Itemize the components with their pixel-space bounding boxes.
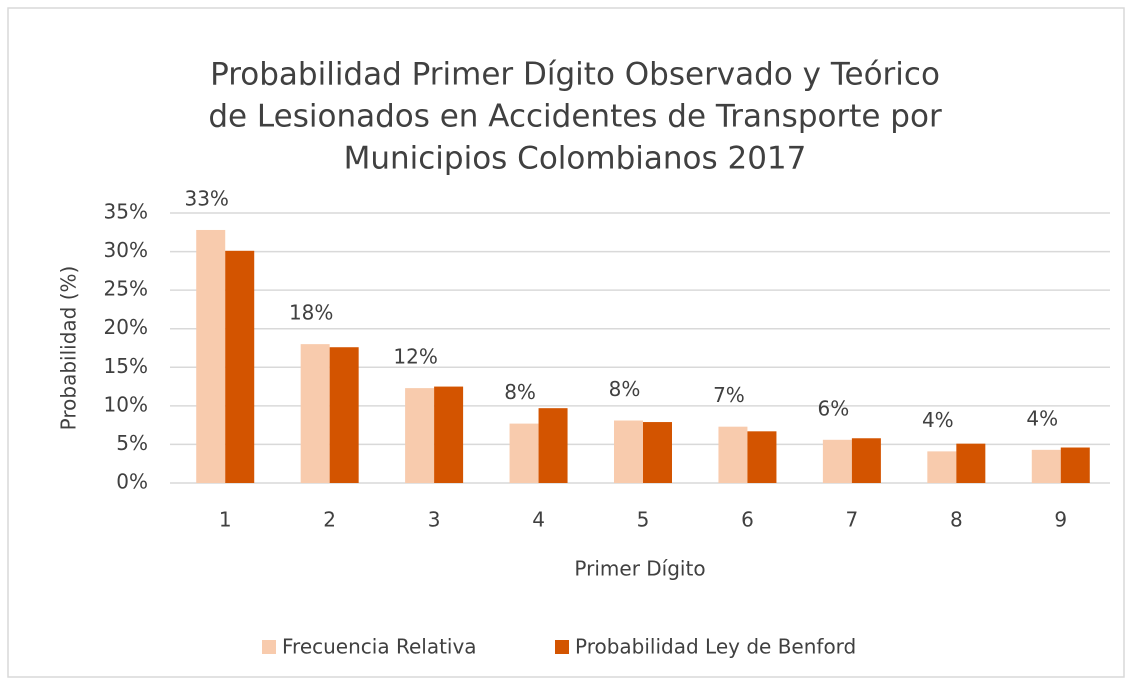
bar bbox=[614, 420, 643, 483]
x-axis-label: Primer Dígito bbox=[574, 557, 705, 581]
bar bbox=[747, 431, 777, 483]
bar bbox=[300, 344, 330, 483]
x-tick-label: 8 bbox=[950, 508, 963, 532]
bar bbox=[1060, 447, 1090, 483]
legend-label: Probabilidad Ley de Benford bbox=[575, 635, 856, 659]
y-tick-label: 20% bbox=[104, 315, 148, 339]
x-tick-label: 3 bbox=[428, 508, 441, 532]
bar bbox=[851, 438, 881, 483]
y-tick-label: 15% bbox=[104, 354, 148, 378]
x-tick-label: 6 bbox=[741, 508, 754, 532]
data-label: 4% bbox=[1026, 406, 1058, 430]
y-tick-label: 5% bbox=[116, 431, 148, 455]
legend-swatch bbox=[262, 640, 276, 654]
bar bbox=[956, 443, 986, 483]
x-tick-label: 4 bbox=[532, 508, 545, 532]
bar bbox=[196, 229, 226, 483]
bar bbox=[822, 439, 852, 483]
bar bbox=[718, 426, 748, 483]
bar bbox=[405, 388, 435, 483]
data-label: 7% bbox=[713, 383, 745, 407]
data-label: 12% bbox=[393, 345, 437, 369]
bar bbox=[225, 250, 255, 483]
bar bbox=[927, 451, 957, 483]
data-label: 8% bbox=[504, 380, 536, 404]
y-tick-label: 0% bbox=[116, 470, 148, 494]
bar bbox=[1031, 449, 1061, 483]
bar bbox=[509, 423, 539, 483]
data-label: 4% bbox=[922, 408, 954, 432]
legend-swatch bbox=[555, 640, 569, 654]
data-label: 6% bbox=[818, 396, 850, 420]
x-tick-label: 1 bbox=[219, 508, 232, 532]
x-tick-label: 7 bbox=[846, 508, 859, 532]
y-tick-label: 25% bbox=[104, 277, 148, 301]
data-label: 33% bbox=[184, 186, 228, 210]
chart-title: Probabilidad Primer Dígito Observado y T… bbox=[210, 57, 940, 93]
y-tick-label: 30% bbox=[104, 238, 148, 262]
chart-title: Municipios Colombianos 2017 bbox=[344, 141, 807, 177]
x-tick-label: 5 bbox=[637, 508, 650, 532]
bar bbox=[643, 422, 672, 483]
x-tick-label: 9 bbox=[1054, 508, 1067, 532]
bar bbox=[434, 386, 464, 483]
legend-label: Frecuencia Relativa bbox=[282, 635, 477, 659]
y-tick-label: 10% bbox=[104, 392, 148, 416]
bar bbox=[538, 408, 568, 483]
data-label: 8% bbox=[609, 377, 641, 401]
y-axis-label: Probabilidad (%) bbox=[57, 266, 81, 431]
chart-frame bbox=[7, 7, 1125, 678]
x-tick-label: 2 bbox=[323, 508, 336, 532]
y-tick-label: 35% bbox=[104, 200, 148, 224]
chart-title: de Lesionados en Accidentes de Transport… bbox=[208, 99, 942, 135]
data-label: 18% bbox=[289, 301, 333, 325]
bar bbox=[329, 347, 359, 483]
